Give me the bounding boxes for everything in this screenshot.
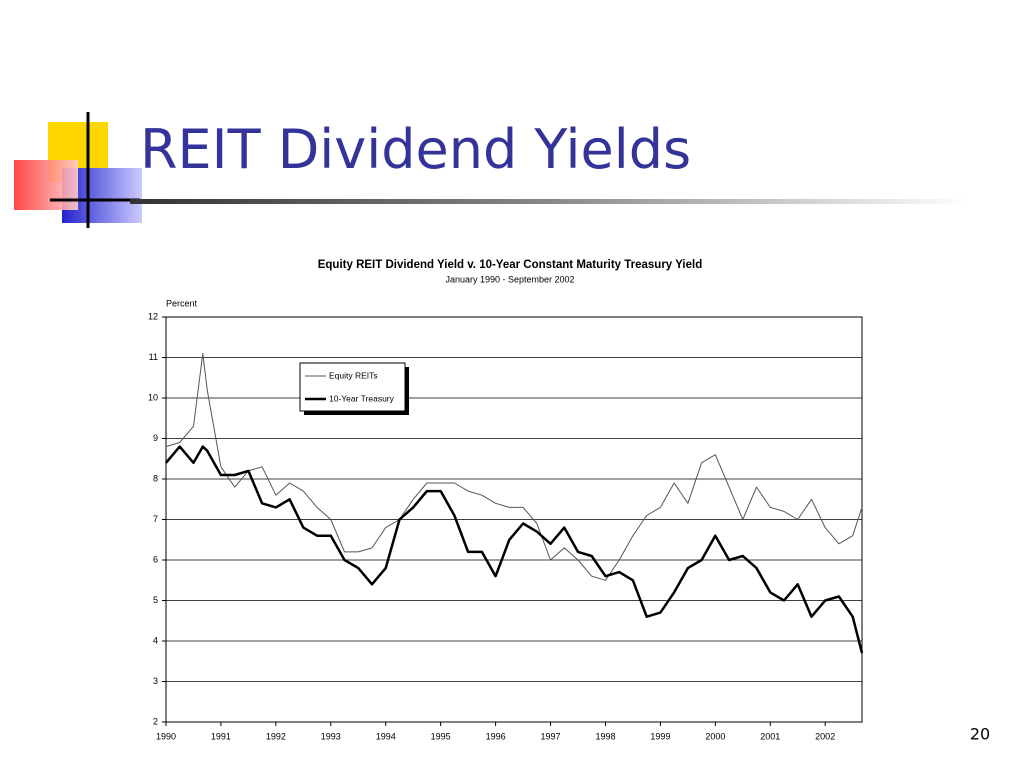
slide-title: REIT Dividend Yields xyxy=(140,118,691,181)
x-tick-label: 2002 xyxy=(815,731,835,741)
x-tick-label: 1993 xyxy=(321,731,341,741)
x-tick-label: 1992 xyxy=(266,731,286,741)
x-tick-label: 1991 xyxy=(211,731,231,741)
y-tick-label: 8 xyxy=(153,473,158,483)
y-tick-label: 11 xyxy=(149,352,158,362)
x-tick-label: 1999 xyxy=(650,731,670,741)
x-tick-label: 1996 xyxy=(486,731,506,741)
page-number: 20 xyxy=(970,725,990,744)
y-tick-label: 9 xyxy=(153,433,158,443)
y-tick-label: 6 xyxy=(153,554,158,564)
x-tick-label: 2000 xyxy=(705,731,725,741)
chart-subtitle: January 1990 - September 2002 xyxy=(445,274,574,284)
x-tick-label: 1998 xyxy=(595,731,615,741)
x-tick-label: 1990 xyxy=(156,731,176,741)
chart-title: Equity REIT Dividend Yield v. 10-Year Co… xyxy=(318,259,703,271)
y-tick-label: 3 xyxy=(153,676,158,686)
x-tick-label: 1994 xyxy=(376,731,396,741)
y-tick-label: 5 xyxy=(153,595,158,605)
legend-label: 10-Year Treasury xyxy=(329,393,395,403)
y-axis-label: Percent xyxy=(166,298,198,308)
y-tick-label: 2 xyxy=(153,716,158,726)
y-tick-label: 10 xyxy=(148,392,158,402)
x-tick-label: 1995 xyxy=(431,731,451,741)
legend: Equity REITs 10-Year Treasury xyxy=(299,362,409,415)
series-line xyxy=(165,445,864,654)
legend-label: Equity REITs xyxy=(329,370,378,380)
x-tick-label: 2001 xyxy=(760,731,780,741)
y-tick-label: 12 xyxy=(148,311,158,321)
legend-box xyxy=(299,362,406,412)
y-tick-label: 4 xyxy=(153,635,158,645)
x-tick-label: 1997 xyxy=(541,731,561,741)
series-line xyxy=(165,353,863,581)
decoration xyxy=(14,112,970,228)
y-tick-label: 7 xyxy=(153,514,158,524)
